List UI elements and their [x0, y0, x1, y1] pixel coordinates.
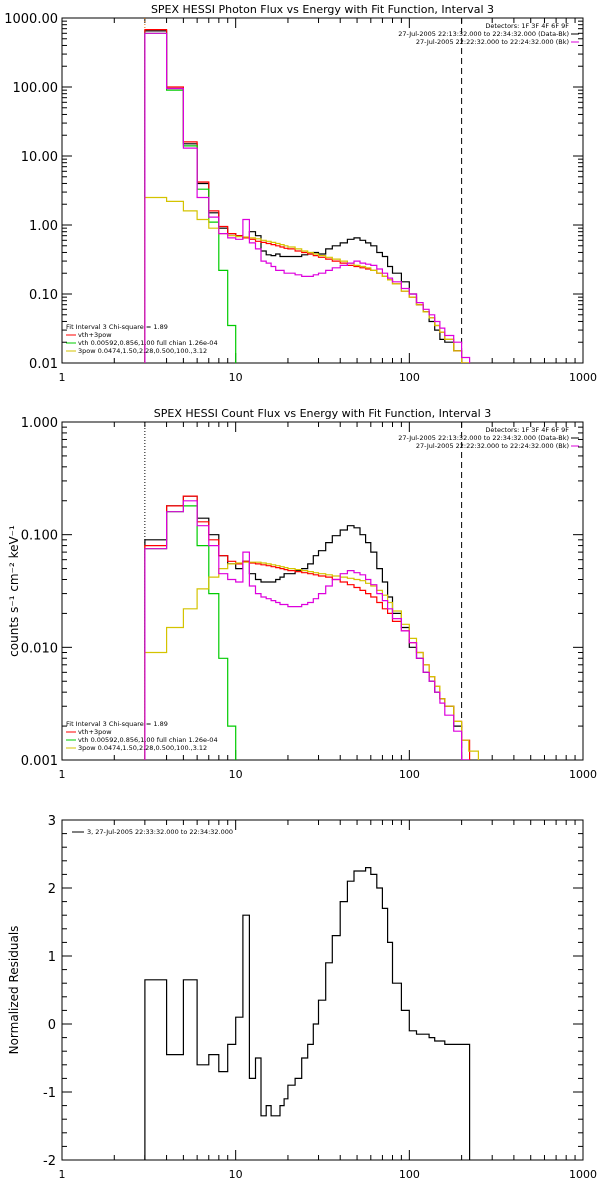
y-tick-label: 1.000: [21, 416, 58, 431]
x-tick-label: 1000: [569, 1168, 597, 1181]
y-tick-label: 1.00: [29, 219, 58, 234]
y-axis-label: Normalized Residuals: [7, 926, 21, 1055]
chart-3: 1 10 100 1000 -2 -1 0 1 2 3 Normalized Residuals 3,…: [7, 814, 597, 1181]
legend-label: 3pow 0.0474,1.50,2.28,0.500,100.,3.12: [78, 347, 207, 355]
legend-label: 3pow 0.0474,1.50,2.28,0.500,100.,3.12: [78, 744, 207, 752]
fit-title: Fit Interval 3 Chi-square = 1.89: [66, 323, 168, 331]
series-bk: [144, 500, 470, 760]
plot-frame: [61, 17, 584, 364]
series-vth-3pow: [144, 495, 471, 760]
y-tick-label: -1: [43, 1086, 56, 1101]
y-tick-label: 3: [48, 814, 56, 829]
y-tick-label: 1000.00: [4, 12, 58, 27]
x-tick-label: 10: [229, 768, 243, 781]
plot-frame: [61, 819, 584, 1161]
fit-title: Fit Interval 3 Chi-square = 1.89: [66, 720, 168, 728]
series-vth: [144, 32, 245, 363]
series-vth-3pow: [144, 29, 470, 363]
legend-label: vth 0.00592,0.856,1.00 full chian 1.26e-…: [78, 339, 218, 347]
y-axis-label: counts s⁻¹ cm⁻² keV⁻¹: [7, 525, 21, 657]
header-line: Detectors: 1F 3F 4F 6F 9F: [485, 22, 569, 30]
y-tick-label: 0.10: [29, 288, 58, 303]
x-tick-label: 100: [399, 768, 420, 781]
x-tick-label: 1: [59, 1168, 66, 1181]
x-tick-label: 10: [229, 1168, 243, 1181]
y-tick-label: 0.100: [21, 529, 58, 544]
chart-2: SPEX HESSI Count Flux vs Energy with Fit…: [7, 407, 597, 781]
series-data-bk: [144, 495, 470, 760]
y-tick-label: 10.00: [21, 150, 58, 165]
plot-area: [144, 18, 497, 363]
series-bk: [144, 32, 471, 363]
y-tick-label: 0.001: [21, 754, 58, 769]
chart-1: SPEX HESSI Photon Flux vs Energy with Fi…: [4, 3, 597, 384]
legend-label: 3, 27-Jul-2005 22:33:32.000 to 22:34:32.…: [87, 828, 233, 836]
x-tick-label: 1000: [569, 371, 597, 384]
y-tick-label: 0.01: [29, 357, 58, 372]
y-tick-label: 0.010: [21, 641, 58, 656]
series-3-27-jul-2005-22-33-32-000-to-22-34-32-000: [144, 867, 471, 1160]
x-tick-label: 100: [399, 371, 420, 384]
header-line: 27-Jul-2005 22:13:32.000 to 22:34:32.000…: [398, 434, 569, 442]
x-tick-label: 100: [399, 1168, 420, 1181]
plot-area: [144, 867, 471, 1160]
header-line: Detectors: 1F 3F 4F 6F 9F: [485, 426, 569, 434]
header-line: 27-Jul-2005 22:13:32.000 to 22:34:32.000…: [398, 30, 569, 38]
x-tick-label: 1: [59, 768, 66, 781]
series-3pow: [144, 196, 497, 363]
header-line: 27-Jul-2005 22:22:32.000 to 22:24:32.000…: [416, 38, 569, 46]
x-tick-label: 1: [59, 371, 66, 384]
plot-frame: [61, 421, 584, 761]
legend-label: vth+3pow: [78, 331, 112, 339]
series-data-bk: [144, 30, 470, 363]
y-tick-label: 0: [48, 1018, 56, 1033]
y-tick-label: -2: [43, 1154, 56, 1169]
chart-title: SPEX HESSI Photon Flux vs Energy with Fi…: [151, 3, 494, 16]
legend-label: vth+3pow: [78, 728, 112, 736]
x-tick-label: 1000: [569, 768, 597, 781]
x-tick-label: 10: [229, 371, 243, 384]
y-tick-label: 100.00: [13, 81, 59, 96]
y-tick-label: 2: [48, 882, 56, 897]
y-tick-label: 1: [48, 950, 56, 965]
legend-label: vth 0.00592,0.856,1.00 full chian 1.26e-…: [78, 736, 218, 744]
header-line: 27-Jul-2005 22:22:32.000 to 22:24:32.000…: [416, 442, 569, 450]
chart-title: SPEX HESSI Count Flux vs Energy with Fit…: [154, 407, 491, 420]
series-3pow: [144, 561, 497, 760]
plot-area: [144, 422, 497, 760]
